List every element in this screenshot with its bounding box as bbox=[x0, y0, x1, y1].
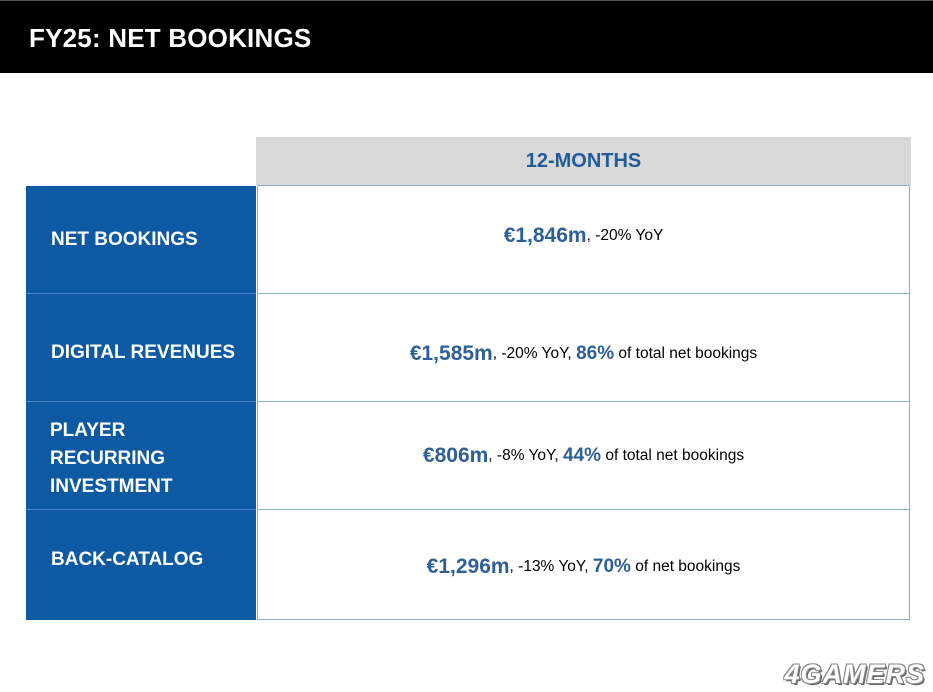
row-divider bbox=[26, 509, 256, 510]
row-value-player-recurring-investment: €806m, -8% YoY, 44% of total net booking… bbox=[257, 401, 910, 510]
row-value-net-bookings: €1,846m, -20% YoY bbox=[257, 185, 910, 294]
row-divider bbox=[26, 293, 256, 294]
yoy-change: , -13% YoY, bbox=[509, 558, 589, 575]
watermark-logo: 4GAMERS bbox=[784, 659, 925, 689]
share-percent: 44% bbox=[563, 444, 602, 466]
row-label-player-recurring-investment: PLAYER RECURRING INVESTMENT bbox=[26, 402, 256, 509]
share-percent: 86% bbox=[576, 342, 615, 364]
column-header: 12-MONTHS bbox=[256, 137, 911, 185]
amount: €1,846m bbox=[503, 223, 587, 247]
row-value-digital-revenues: €1,585m, -20% YoY, 86% of total net book… bbox=[257, 293, 910, 402]
share-percent: 70% bbox=[592, 556, 631, 577]
yoy-change: , -20% YoY, bbox=[492, 344, 572, 362]
amount: €1,296m bbox=[426, 555, 510, 578]
row-divider bbox=[26, 401, 256, 402]
row-label-net-bookings: NET BOOKINGS bbox=[26, 186, 256, 293]
yoy-change: , -20% YoY bbox=[586, 226, 664, 244]
title-bar: FY25: NET BOOKINGS bbox=[0, 0, 933, 73]
row-label-digital-revenues: DIGITAL REVENUES bbox=[26, 294, 256, 401]
label-text: PLAYER RECURRING INVESTMENT bbox=[50, 419, 173, 497]
yoy-change: , -8% YoY, bbox=[488, 446, 559, 464]
amount: €1,585m bbox=[409, 341, 493, 365]
share-text: of net bookings bbox=[635, 558, 741, 575]
row-value-back-catalog: €1,296m, -13% YoY, 70% of net bookings bbox=[257, 509, 910, 620]
share-text: of total net bookings bbox=[605, 446, 745, 464]
share-text: of total net bookings bbox=[618, 344, 758, 362]
slide-title: FY25: NET BOOKINGS bbox=[29, 23, 312, 53]
row-label-back-catalog: BACK-CATALOG bbox=[26, 510, 256, 620]
amount: €806m bbox=[422, 443, 489, 467]
